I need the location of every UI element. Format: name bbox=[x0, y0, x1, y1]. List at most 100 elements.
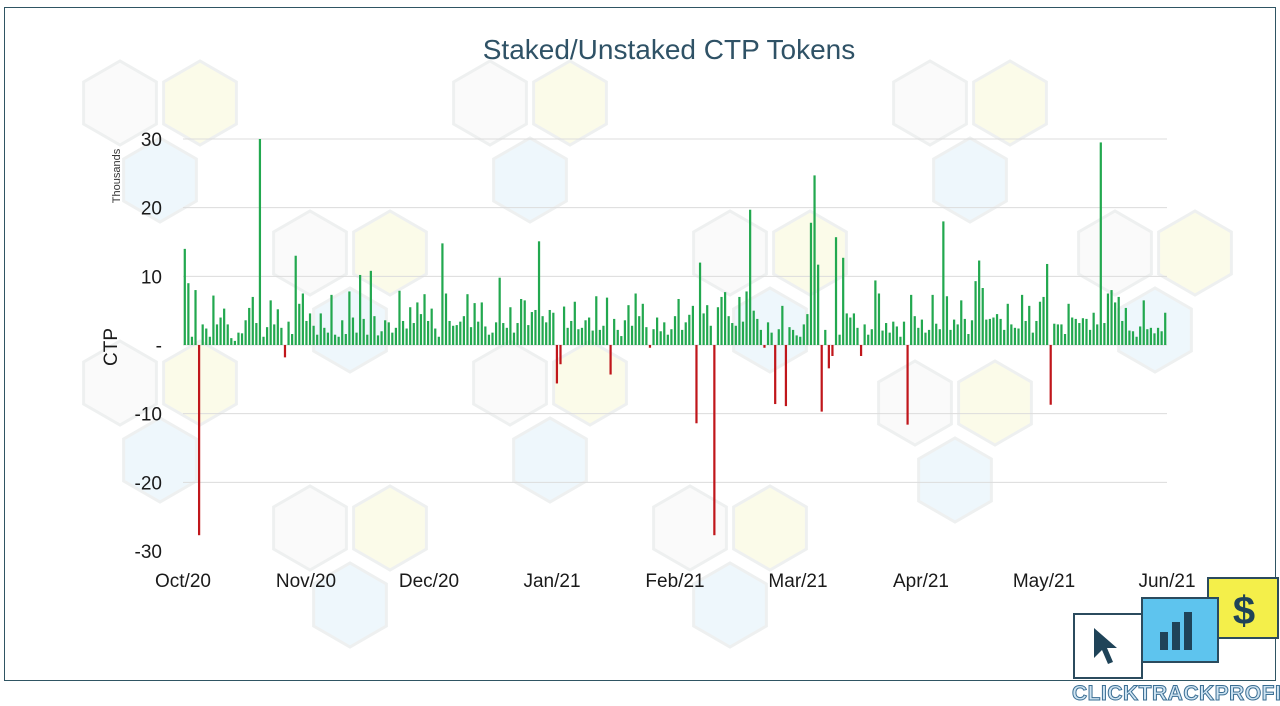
bar-staked bbox=[877, 293, 881, 345]
bar-staked bbox=[727, 316, 730, 345]
bar-staked bbox=[344, 334, 347, 345]
bar-staked bbox=[265, 327, 269, 345]
bar-staked bbox=[870, 329, 873, 345]
chart-title: Staked/Unstaked CTP Tokens bbox=[483, 34, 856, 65]
bar-staked bbox=[1024, 320, 1027, 345]
bar-staked bbox=[1003, 329, 1006, 345]
watermark-hexagon bbox=[732, 484, 808, 572]
bar-staked bbox=[927, 329, 931, 345]
bar-staked bbox=[734, 325, 737, 345]
bar-staked bbox=[978, 260, 981, 345]
bar-staked bbox=[491, 332, 494, 345]
bar-staked bbox=[516, 323, 519, 345]
watermark-hexagon bbox=[162, 59, 238, 147]
bar-staked bbox=[591, 330, 594, 345]
bar-staked bbox=[537, 241, 541, 345]
watermark-hexagon bbox=[352, 209, 428, 297]
y-axis-ticks: 30 20 10 - -10 -20 -30 bbox=[135, 130, 162, 563]
watermark-hexagon bbox=[917, 436, 993, 524]
bar-staked bbox=[316, 334, 319, 345]
bar-staked bbox=[398, 290, 401, 345]
bar-staked bbox=[623, 320, 627, 345]
bar-unstaked bbox=[648, 345, 652, 348]
x-tick-label: Mar/21 bbox=[768, 571, 827, 592]
bar-staked bbox=[809, 222, 813, 345]
watermark-hexagon bbox=[652, 484, 728, 572]
bar-staked bbox=[988, 318, 991, 345]
bar-staked bbox=[949, 329, 952, 345]
bar-staked bbox=[1060, 324, 1063, 345]
bar-staked bbox=[444, 293, 448, 345]
bar-staked bbox=[1156, 327, 1160, 345]
watermark-hexagon bbox=[1117, 286, 1193, 374]
bar-staked bbox=[605, 297, 609, 345]
bar-staked bbox=[938, 329, 941, 345]
watermark-hexagon bbox=[512, 416, 588, 504]
bar-staked bbox=[1028, 305, 1031, 345]
bar-staked bbox=[1146, 329, 1149, 345]
bar-staked bbox=[752, 310, 755, 345]
bar-staked bbox=[384, 320, 387, 345]
bar-staked bbox=[226, 324, 229, 345]
bar-staked bbox=[1106, 293, 1110, 345]
bar-staked bbox=[931, 294, 934, 345]
bar-unstaked bbox=[555, 345, 559, 384]
watermark-hexagon bbox=[932, 136, 1008, 224]
bar-staked bbox=[817, 264, 820, 345]
bar-staked bbox=[369, 270, 372, 345]
watermark-hexagon bbox=[877, 359, 953, 447]
bar-staked bbox=[326, 332, 330, 345]
bar-staked bbox=[613, 318, 616, 345]
bar-staked bbox=[970, 320, 974, 345]
watermark-hexagon bbox=[472, 339, 548, 427]
bar-staked bbox=[473, 303, 476, 345]
bar-staked bbox=[541, 316, 544, 345]
bar-staked bbox=[684, 322, 687, 345]
bar-staked bbox=[459, 321, 462, 345]
x-tick-label: Apr/21 bbox=[893, 571, 949, 592]
bar-staked bbox=[656, 317, 659, 345]
bar-staked bbox=[441, 243, 444, 345]
bar-staked bbox=[194, 290, 197, 345]
bar-staked bbox=[1078, 323, 1081, 345]
x-tick-label: Dec/20 bbox=[399, 571, 459, 592]
bar-staked bbox=[738, 296, 741, 345]
bar-staked bbox=[688, 314, 691, 345]
bar-staked bbox=[205, 328, 208, 345]
bar-staked bbox=[834, 237, 838, 345]
bar-staked bbox=[269, 300, 272, 345]
bar-staked bbox=[484, 326, 487, 345]
bar-staked bbox=[498, 277, 501, 345]
bar-staked bbox=[1135, 336, 1138, 345]
bar-staked bbox=[867, 334, 870, 345]
bar-staked bbox=[276, 309, 279, 345]
bar-staked bbox=[892, 321, 895, 345]
watermark-hexagon bbox=[552, 339, 628, 427]
bar-unstaked bbox=[713, 345, 716, 536]
bar-staked bbox=[520, 298, 523, 345]
bar-staked bbox=[509, 307, 512, 345]
bar-staked bbox=[1017, 328, 1020, 345]
bar-staked bbox=[355, 332, 358, 345]
y-axis-unit-label: Thousands bbox=[111, 148, 123, 203]
bar-staked bbox=[1131, 331, 1135, 345]
bar-staked bbox=[885, 323, 888, 345]
bar-staked bbox=[183, 248, 186, 345]
bar-staked bbox=[716, 307, 720, 345]
bar-staked bbox=[849, 317, 852, 345]
watermark-hexagon bbox=[272, 484, 348, 572]
bar-staked bbox=[856, 327, 859, 345]
bar-staked bbox=[351, 317, 355, 345]
watermark-hexagon bbox=[122, 136, 198, 224]
bar-staked bbox=[305, 320, 308, 345]
bar-staked bbox=[1053, 323, 1056, 345]
bar-staked bbox=[777, 329, 780, 345]
bar-staked bbox=[1096, 324, 1099, 345]
x-tick-label: May/21 bbox=[1013, 571, 1075, 592]
bar-staked bbox=[616, 329, 619, 345]
bar-staked bbox=[469, 327, 473, 345]
bar-staked bbox=[584, 320, 587, 345]
bar-staked bbox=[910, 294, 913, 345]
watermark-hexagon bbox=[1077, 209, 1153, 297]
bar-staked bbox=[770, 332, 773, 345]
